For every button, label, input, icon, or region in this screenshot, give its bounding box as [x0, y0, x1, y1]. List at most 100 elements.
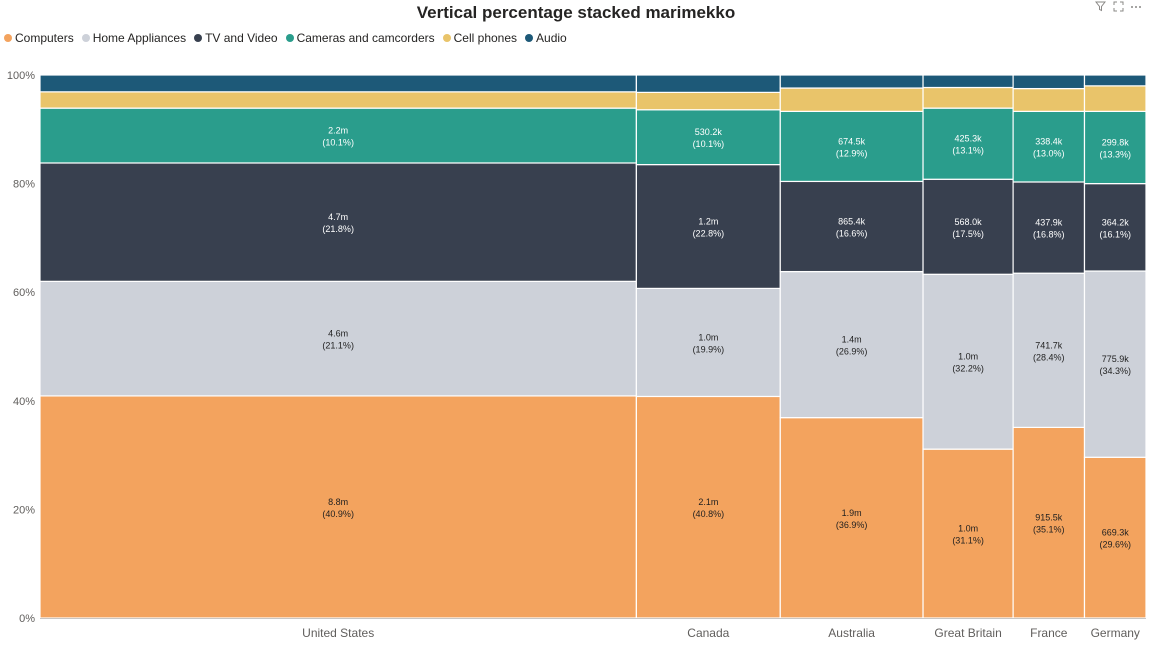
x-tick-label: Great Britain — [934, 626, 1001, 640]
data-label: 2.2m — [328, 126, 348, 136]
legend-item-cameras-and-camcorders[interactable]: Cameras and camcorders — [285, 31, 435, 45]
data-percent-label: (16.1%) — [1099, 229, 1131, 239]
legend-marker — [81, 34, 90, 42]
data-percent-label: (10.1%) — [322, 138, 354, 148]
segment-australia-cell-phones[interactable] — [779, 87, 924, 112]
data-percent-label: (34.3%) — [1099, 366, 1131, 376]
legend-label: Audio — [536, 31, 567, 45]
legend-label: Cell phones — [453, 31, 518, 45]
segment-france-audio[interactable] — [1012, 74, 1086, 90]
data-percent-label: (13.0%) — [1033, 149, 1065, 159]
filter-icon[interactable] — [1094, 0, 1106, 12]
y-tick-label: 40% — [13, 396, 35, 408]
legend-item-home-appliances[interactable]: Home Appliances — [81, 31, 187, 45]
visual-header-toolbar — [1094, 0, 1142, 12]
data-label: 437.9k — [1035, 218, 1063, 228]
legend-item-audio[interactable]: Audio — [525, 31, 567, 45]
data-percent-label: (31.1%) — [952, 536, 984, 546]
legend-item-computers[interactable]: Computers — [4, 31, 74, 45]
segment-germany-audio[interactable] — [1083, 74, 1147, 87]
segment-great-britain-cell-phones[interactable] — [922, 86, 1014, 109]
legend-marker — [194, 34, 203, 42]
data-label: 775.9k — [1102, 354, 1130, 364]
segment-canada-cell-phones[interactable] — [635, 91, 781, 111]
segment-canada-cameras-and-camcorders[interactable] — [635, 109, 781, 166]
x-tick-label: Canada — [687, 626, 729, 640]
segment-france-home-appliances[interactable] — [1012, 272, 1086, 429]
data-label: 865.4k — [838, 216, 866, 226]
legend-item-tv-and-video[interactable]: TV and Video — [194, 31, 278, 45]
data-label: 425.3k — [955, 134, 983, 144]
legend-marker — [285, 34, 294, 42]
x-tick-label: United States — [302, 626, 374, 640]
segment-united-states-audio[interactable] — [39, 74, 637, 93]
data-label: 299.8k — [1102, 137, 1130, 147]
data-percent-label: (16.6%) — [836, 228, 868, 238]
data-percent-label: (21.8%) — [322, 224, 354, 234]
segment-germany-cell-phones[interactable] — [1083, 85, 1147, 112]
legend: Computers Home Appliances TV and Video Came… — [4, 30, 575, 46]
data-percent-label: (22.8%) — [693, 228, 725, 238]
data-label: 915.5k — [1035, 513, 1063, 523]
data-label: 1.0m — [698, 332, 718, 342]
data-percent-label: (26.9%) — [836, 347, 868, 357]
data-label: 364.2k — [1102, 217, 1130, 227]
data-percent-label: (12.9%) — [836, 148, 868, 158]
segment-canada-computers[interactable] — [635, 395, 781, 619]
segment-canada-home-appliances[interactable] — [635, 287, 781, 398]
data-label: 338.4k — [1035, 137, 1063, 147]
y-tick-label: 60% — [13, 287, 35, 299]
focus-mode-icon[interactable] — [1112, 0, 1124, 12]
data-percent-label: (19.9%) — [693, 344, 725, 354]
segment-canada-audio[interactable] — [635, 74, 781, 93]
data-percent-label: (32.2%) — [952, 364, 984, 374]
legend-item-cell-phones[interactable]: Cell phones — [442, 31, 518, 45]
data-percent-label: (13.3%) — [1099, 149, 1131, 159]
data-label: 8.8m — [328, 497, 348, 507]
segment-great-britain-cameras-and-camcorders[interactable] — [922, 107, 1014, 180]
data-label: 1.0m — [958, 524, 978, 534]
data-label: 1.2m — [698, 216, 718, 226]
legend-label: TV and Video — [205, 31, 278, 45]
segment-france-computers[interactable] — [1012, 426, 1086, 619]
segment-france-cell-phones[interactable] — [1012, 87, 1086, 112]
segment-united-states-cell-phones[interactable] — [39, 91, 637, 109]
data-percent-label: (17.5%) — [952, 229, 984, 239]
data-percent-label: (40.8%) — [693, 509, 725, 519]
segment-germany-cameras-and-camcorders[interactable] — [1083, 110, 1147, 185]
segment-france-cameras-and-camcorders[interactable] — [1012, 110, 1086, 183]
segment-great-britain-tv-and-video[interactable] — [922, 178, 1014, 275]
legend-label: Cameras and camcorders — [296, 31, 435, 45]
chart-title: Vertical percentage stacked marimekko — [416, 3, 736, 22]
legend-label: Computers — [15, 31, 74, 45]
legend-label: Home Appliances — [92, 31, 187, 45]
legend-marker — [442, 34, 451, 42]
x-tick-label: Australia — [828, 626, 875, 640]
more-options-icon[interactable] — [1130, 0, 1142, 12]
data-percent-label: (36.9%) — [836, 520, 868, 530]
data-label: 669.3k — [1102, 528, 1130, 538]
data-percent-label: (40.9%) — [322, 509, 354, 519]
y-tick-label: 80% — [13, 179, 35, 191]
data-percent-label: (28.4%) — [1033, 352, 1065, 362]
segment-germany-home-appliances[interactable] — [1083, 270, 1147, 458]
legend-marker — [4, 34, 12, 42]
segment-great-britain-audio[interactable] — [922, 74, 1014, 89]
segment-australia-home-appliances[interactable] — [779, 270, 924, 419]
x-tick-label: France — [1030, 626, 1068, 640]
data-label: 4.7m — [328, 212, 348, 222]
segment-germany-tv-and-video[interactable] — [1083, 183, 1147, 272]
segment-great-britain-home-appliances[interactable] — [922, 273, 1014, 450]
x-tick-label: Germany — [1091, 626, 1140, 640]
segment-united-states-tv-and-video[interactable] — [39, 162, 637, 282]
y-tick-label: 20% — [13, 504, 35, 516]
data-label: 2.1m — [698, 497, 718, 507]
data-label: 1.4m — [842, 335, 862, 345]
segment-australia-audio[interactable] — [779, 74, 924, 89]
data-percent-label: (29.6%) — [1099, 540, 1131, 550]
data-percent-label: (21.1%) — [322, 341, 354, 351]
data-label: 530.2k — [695, 127, 723, 137]
data-percent-label: (35.1%) — [1033, 525, 1065, 535]
segment-australia-computers[interactable] — [779, 417, 924, 619]
